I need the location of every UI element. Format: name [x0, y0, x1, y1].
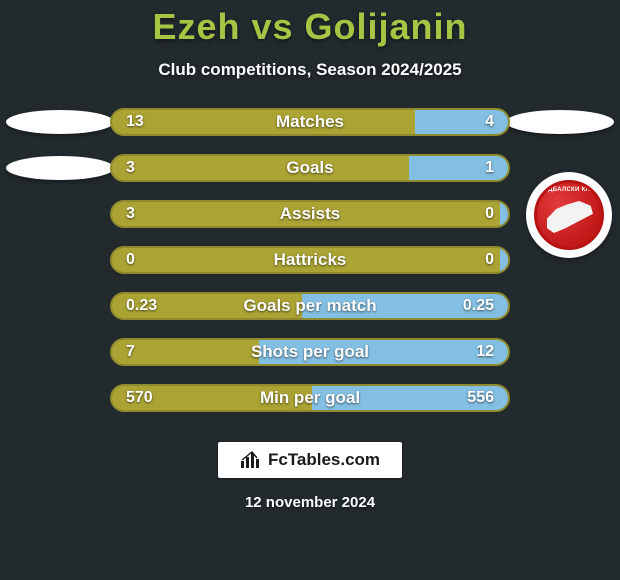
stat-bar-right-fill [500, 248, 508, 272]
stat-bar: 134Matches [110, 108, 510, 136]
stat-row: 0.230.25Goals per match [0, 292, 620, 320]
stat-row: 712Shots per goal [0, 338, 620, 366]
comparison-card: Ezeh vs Golijanin Club competitions, Sea… [0, 0, 620, 580]
player-badge-left [6, 110, 114, 134]
page-title: Ezeh vs Golijanin [152, 6, 467, 48]
brand-footer[interactable]: FcTables.com [218, 442, 402, 478]
stat-row: 0 0Hattricks [0, 246, 620, 274]
stat-bar-right-fill [409, 156, 508, 180]
stat-row: 134Matches [0, 108, 620, 136]
stat-bar-right-fill [302, 294, 508, 318]
player-badge-left [6, 156, 114, 180]
brand-text: FcTables.com [268, 450, 380, 470]
stat-value-left: 570 [126, 386, 153, 410]
club-crest-text: ФУДБАЛСКИ КЛУБ [537, 187, 601, 193]
stat-bar: 0 0Hattricks [110, 246, 510, 274]
bar-chart-icon [240, 451, 260, 469]
stat-value-right: 0 [485, 202, 494, 226]
stat-value-left: 3 [126, 202, 135, 226]
stat-bar: 570556Min per goal [110, 384, 510, 412]
stat-bar: 0.230.25Goals per match [110, 292, 510, 320]
stat-row: ФУДБАЛСКИ КЛУБ30Assists [0, 200, 620, 228]
stat-bar-right-fill [259, 340, 508, 364]
date-text: 12 november 2024 [245, 494, 375, 511]
player-badge-right [506, 110, 614, 134]
stat-bar-right-fill [415, 110, 508, 134]
stats-container: 134Matches31GoalsФУДБАЛСКИ КЛУБ30Assists… [0, 108, 620, 412]
stat-value-left: 0.23 [126, 294, 157, 318]
stat-bar: 3 0Assists [110, 200, 510, 228]
stat-bar-right-fill [500, 202, 508, 226]
stat-label: Assists [112, 202, 508, 226]
stat-bar: 31Goals [110, 154, 510, 182]
stat-row: 570556Min per goal [0, 384, 620, 412]
stat-bar-right-fill [312, 386, 508, 410]
stat-label: Hattricks [112, 248, 508, 272]
stat-bar: 712Shots per goal [110, 338, 510, 366]
subtitle: Club competitions, Season 2024/2025 [158, 60, 461, 80]
stat-value-left: 0 [126, 248, 135, 272]
stat-value-left: 3 [126, 156, 135, 180]
stat-row: 31Goals [0, 154, 620, 182]
stat-value-right: 0 [485, 248, 494, 272]
eagle-icon [547, 201, 593, 233]
stat-value-left: 7 [126, 340, 135, 364]
club-crest-inner: ФУДБАЛСКИ КЛУБ [534, 180, 604, 250]
stat-value-left: 13 [126, 110, 144, 134]
